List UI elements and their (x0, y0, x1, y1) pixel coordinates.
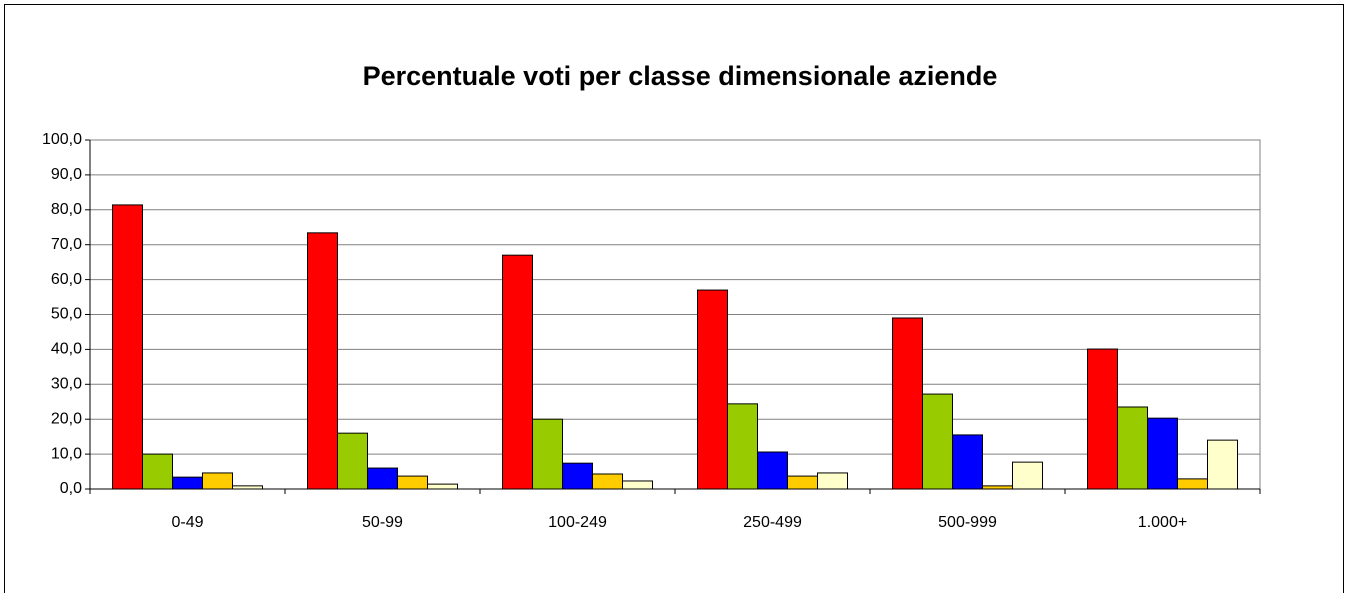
bar (397, 475, 428, 490)
bar (562, 462, 593, 490)
bar (1012, 461, 1043, 490)
bar (337, 432, 368, 490)
bar (202, 472, 233, 490)
x-tick-label: 50-99 (362, 514, 403, 531)
bar (1207, 439, 1238, 490)
bar (532, 418, 563, 490)
bar (172, 476, 203, 490)
x-tick-label: 250-499 (743, 514, 802, 531)
y-tick-label: 10,0 (51, 445, 82, 462)
y-tick-label: 20,0 (51, 410, 82, 427)
y-tick-label: 50,0 (51, 306, 82, 323)
bar (307, 232, 338, 490)
y-tick-label: 40,0 (51, 341, 82, 358)
bar (817, 472, 848, 490)
bar (367, 467, 398, 490)
bar (697, 289, 728, 490)
x-tick-label: 0-49 (171, 514, 203, 531)
chart-title: Percentuale voti per classe dimensionale… (363, 61, 998, 91)
bar (1147, 417, 1178, 490)
y-tick-label: 0,0 (60, 480, 82, 497)
y-tick-label: 90,0 (51, 166, 82, 183)
y-tick-label: 70,0 (51, 236, 82, 253)
bar (982, 485, 1013, 490)
bar (427, 483, 458, 490)
bar (502, 254, 533, 490)
y-tick-label: 30,0 (51, 376, 82, 393)
bar (922, 393, 953, 490)
x-tick-label: 100-249 (548, 514, 607, 531)
chart-frame (4, 4, 1344, 593)
bar (622, 480, 653, 490)
bar (787, 475, 818, 490)
bar (592, 473, 623, 490)
bar (952, 434, 983, 490)
x-tick-label: 500-999 (938, 514, 997, 531)
bar (1177, 478, 1208, 490)
bar (1117, 406, 1148, 490)
bar (232, 485, 263, 490)
bar (892, 317, 923, 490)
bar (1087, 348, 1118, 490)
x-tick-label: 1.000+ (1138, 514, 1187, 531)
y-tick-label: 100,0 (42, 131, 82, 148)
y-tick-label: 60,0 (51, 271, 82, 288)
bar (142, 453, 173, 490)
y-tick-label: 80,0 (51, 201, 82, 218)
bar (757, 451, 788, 490)
bar (727, 403, 758, 490)
bar (112, 204, 143, 490)
